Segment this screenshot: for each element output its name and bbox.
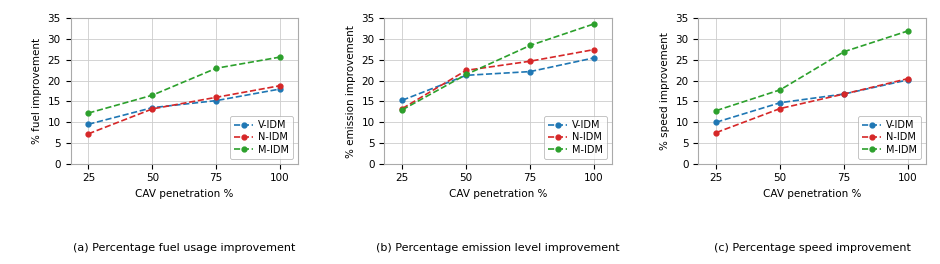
V-IDM <box>711 121 722 124</box>
N-IDM <box>274 84 286 87</box>
Legend: V-IDM, N-IDM, M-IDM: V-IDM, N-IDM, M-IDM <box>544 116 607 159</box>
Line: V-IDM: V-IDM <box>713 77 911 125</box>
N-IDM <box>775 107 786 110</box>
M-IDM <box>274 55 286 59</box>
Line: V-IDM: V-IDM <box>400 55 597 103</box>
V-IDM <box>83 123 94 126</box>
Text: (a) Percentage fuel usage improvement: (a) Percentage fuel usage improvement <box>73 243 295 253</box>
M-IDM <box>525 44 536 47</box>
N-IDM <box>711 131 722 134</box>
N-IDM <box>397 107 408 110</box>
M-IDM <box>397 108 408 111</box>
M-IDM <box>147 94 158 97</box>
V-IDM <box>211 99 222 102</box>
V-IDM <box>775 101 786 104</box>
N-IDM <box>588 48 600 51</box>
V-IDM <box>461 74 472 77</box>
V-IDM <box>397 99 408 102</box>
V-IDM <box>274 87 286 91</box>
X-axis label: CAV penetration %: CAV penetration % <box>449 189 547 199</box>
M-IDM <box>711 109 722 112</box>
M-IDM <box>902 29 914 32</box>
V-IDM <box>838 92 850 96</box>
M-IDM <box>461 73 472 76</box>
Line: M-IDM: M-IDM <box>400 21 597 112</box>
M-IDM <box>588 22 600 25</box>
N-IDM <box>838 92 850 96</box>
Y-axis label: % emission improvement: % emission improvement <box>346 25 356 158</box>
Line: N-IDM: N-IDM <box>400 47 597 111</box>
M-IDM <box>211 67 222 70</box>
X-axis label: CAV penetration %: CAV penetration % <box>763 189 861 199</box>
Text: (b) Percentage emission level improvement: (b) Percentage emission level improvemen… <box>376 243 620 253</box>
N-IDM <box>211 96 222 99</box>
V-IDM <box>588 56 600 59</box>
V-IDM <box>902 78 914 82</box>
Y-axis label: % fuel improvement: % fuel improvement <box>32 38 42 144</box>
Legend: V-IDM, N-IDM, M-IDM: V-IDM, N-IDM, M-IDM <box>230 116 293 159</box>
Line: M-IDM: M-IDM <box>713 29 911 113</box>
V-IDM <box>525 70 536 73</box>
M-IDM <box>775 88 786 91</box>
N-IDM <box>147 107 158 111</box>
Y-axis label: % speed improvement: % speed improvement <box>660 32 670 150</box>
Legend: V-IDM, N-IDM, M-IDM: V-IDM, N-IDM, M-IDM <box>858 116 921 159</box>
Text: (c) Percentage speed improvement: (c) Percentage speed improvement <box>713 243 911 253</box>
V-IDM <box>147 106 158 109</box>
N-IDM <box>461 69 472 72</box>
M-IDM <box>838 50 850 53</box>
Line: V-IDM: V-IDM <box>86 87 283 127</box>
N-IDM <box>902 77 914 80</box>
Line: M-IDM: M-IDM <box>86 55 283 115</box>
N-IDM <box>525 60 536 63</box>
N-IDM <box>83 132 94 135</box>
Line: N-IDM: N-IDM <box>713 76 911 135</box>
X-axis label: CAV penetration %: CAV penetration % <box>135 189 233 199</box>
M-IDM <box>83 111 94 115</box>
Line: N-IDM: N-IDM <box>86 83 283 136</box>
